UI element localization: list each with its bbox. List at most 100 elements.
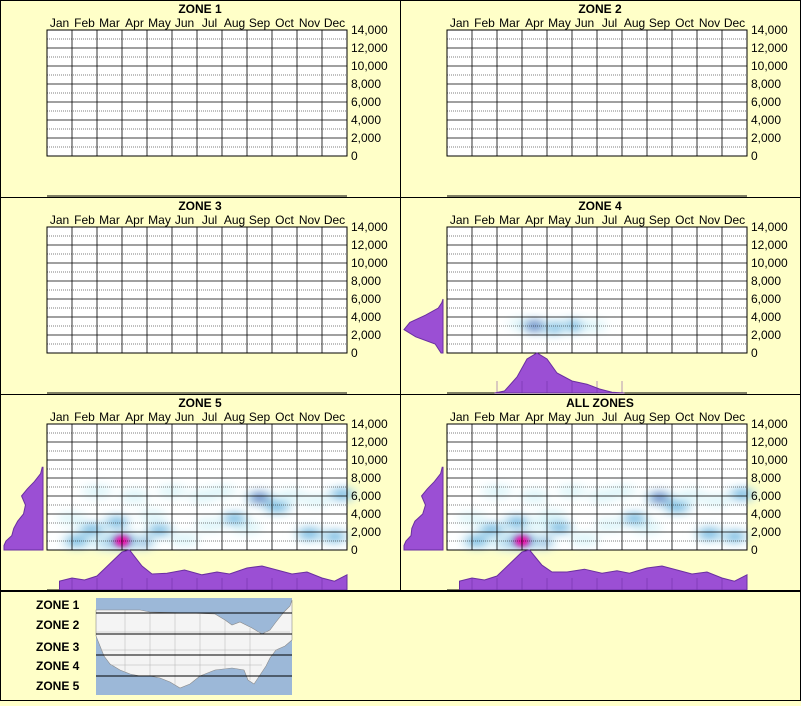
- month-label-jan: Jan: [50, 16, 69, 30]
- y-tick-label: 6,000: [351, 95, 381, 109]
- legend-zone-3-label: ZONE 3: [36, 640, 80, 654]
- y-tick-label: 0: [351, 543, 358, 557]
- plot-frame: [446, 423, 748, 551]
- map-land: [95, 599, 293, 689]
- month-label-feb: Feb: [74, 410, 95, 424]
- month-label-dec: Dec: [724, 410, 745, 424]
- y-tick-label: 2,000: [351, 525, 381, 539]
- month-label-dec: Dec: [324, 410, 345, 424]
- month-label-oct: Oct: [675, 410, 694, 424]
- month-label-aug: Aug: [624, 16, 645, 30]
- heat-cell: [703, 494, 731, 507]
- month-label-jul: Jul: [602, 213, 617, 227]
- month-label-may: May: [148, 213, 171, 227]
- y-tick-label: 4,000: [751, 507, 781, 521]
- zone-panel-6: ALL ZONES Jan Feb Mar Apr May Jun Jul Aug Sep Oct N…: [400, 394, 801, 592]
- heat-cell: [569, 533, 600, 546]
- month-label-apr: Apr: [125, 213, 144, 227]
- panels-layer: ZONE 1 Jan Feb Mar Apr May Jun Jul Aug Sep Oct Nov D…: [0, 0, 801, 592]
- heat-cell: [223, 513, 246, 524]
- month-label-aug: Aug: [224, 410, 245, 424]
- month-label-may: May: [148, 410, 171, 424]
- y-tick-label: 2,000: [351, 328, 381, 342]
- month-label-sep: Sep: [649, 410, 671, 424]
- month-label-feb: Feb: [74, 213, 95, 227]
- month-label-aug: Aug: [224, 16, 245, 30]
- month-label-jul: Jul: [602, 410, 617, 424]
- month-label-nov: Nov: [299, 213, 320, 227]
- heat-cell: [148, 525, 171, 535]
- y-tick-label: 4,000: [351, 113, 381, 127]
- y-tick-label: 10,000: [351, 59, 388, 73]
- legend-zone-4-label: ZONE 4: [36, 659, 80, 673]
- panel-title: ALL ZONES: [566, 396, 634, 410]
- zone-panel-5: ZONE 5 Jan Feb Mar Apr May Jun Jul Aug Sep Oct Nov D…: [0, 394, 401, 592]
- y-tick-label: 2,000: [751, 131, 781, 145]
- heat-cell: [251, 493, 268, 502]
- panel-title: ZONE 1: [178, 2, 222, 16]
- heat-cell: [194, 518, 225, 531]
- heat-cell: [548, 522, 571, 533]
- month-label-aug: Aug: [224, 213, 245, 227]
- plot-frame: [446, 226, 748, 354]
- y-tick-label: 8,000: [351, 274, 381, 288]
- y-tick-label: 10,000: [751, 59, 788, 73]
- month-label-may: May: [548, 410, 571, 424]
- map-state-borders: [96, 610, 290, 685]
- month-label-jan: Jan: [450, 213, 469, 227]
- month-label-jan: Jan: [50, 213, 69, 227]
- zone-panel-3: ZONE 3 Jan Feb Mar Apr May Jun Jul Aug Sep Oct Nov D…: [0, 197, 401, 395]
- y-tick-label: 14,000: [351, 417, 388, 431]
- heat-cell: [651, 493, 668, 502]
- panel-title: ZONE 2: [578, 2, 622, 16]
- month-label-nov: Nov: [699, 16, 720, 30]
- month-label-apr: Apr: [125, 410, 144, 424]
- y-tick-label: 6,000: [351, 292, 381, 306]
- y-tick-label: 12,000: [351, 435, 388, 449]
- y-tick-label: 2,000: [751, 328, 781, 342]
- y-tick-label: 6,000: [751, 95, 781, 109]
- y-tick-label: 2,000: [751, 525, 781, 539]
- plot-frame: [446, 29, 748, 157]
- month-label-may: May: [548, 16, 571, 30]
- month-profile: [494, 352, 625, 394]
- month-label-sep: Sep: [249, 213, 271, 227]
- y-tick-label: 6,000: [751, 489, 781, 503]
- zone-panel-4: ZONE 4 Jan Feb Mar Apr May Jun Jul Aug Sep Oct Nov D…: [400, 197, 801, 395]
- month-label-jul: Jul: [202, 410, 217, 424]
- y-tick-label: 8,000: [351, 77, 381, 91]
- month-label-mar: Mar: [499, 410, 520, 424]
- month-label-jun: Jun: [575, 410, 594, 424]
- y-tick-label: 4,000: [751, 310, 781, 324]
- y-tick-label: 4,000: [751, 113, 781, 127]
- month-label-feb: Feb: [474, 213, 495, 227]
- month-label-sep: Sep: [249, 410, 271, 424]
- month-label-oct: Oct: [675, 16, 694, 30]
- heat-cell: [169, 533, 200, 546]
- heat-cell: [480, 524, 504, 535]
- month-label-sep: Sep: [649, 213, 671, 227]
- legend-zone-2-label: ZONE 2: [36, 618, 80, 632]
- y-tick-label: 8,000: [751, 274, 781, 288]
- y-tick-label: 4,000: [351, 310, 381, 324]
- y-tick-label: 10,000: [751, 453, 788, 467]
- month-label-dec: Dec: [324, 213, 345, 227]
- heat-cell: [723, 531, 746, 542]
- month-label-dec: Dec: [724, 213, 745, 227]
- month-label-nov: Nov: [299, 410, 320, 424]
- heat-cell: [594, 518, 625, 531]
- heat-cell: [303, 494, 331, 507]
- y-tick-label: 10,000: [751, 256, 788, 270]
- month-label-may: May: [148, 16, 171, 30]
- month-label-jul: Jul: [602, 16, 617, 30]
- month-label-feb: Feb: [474, 16, 495, 30]
- month-label-jan: Jan: [450, 16, 469, 30]
- zone-panel-1: ZONE 1 Jan Feb Mar Apr May Jun Jul Aug Sep Oct Nov D…: [0, 0, 401, 198]
- month-label-may: May: [548, 213, 571, 227]
- y-tick-label: 14,000: [751, 417, 788, 431]
- legend-zone-5-label: ZONE 5: [36, 679, 80, 693]
- y-tick-label: 14,000: [351, 23, 388, 37]
- month-label-dec: Dec: [324, 16, 345, 30]
- y-tick-label: 8,000: [351, 471, 381, 485]
